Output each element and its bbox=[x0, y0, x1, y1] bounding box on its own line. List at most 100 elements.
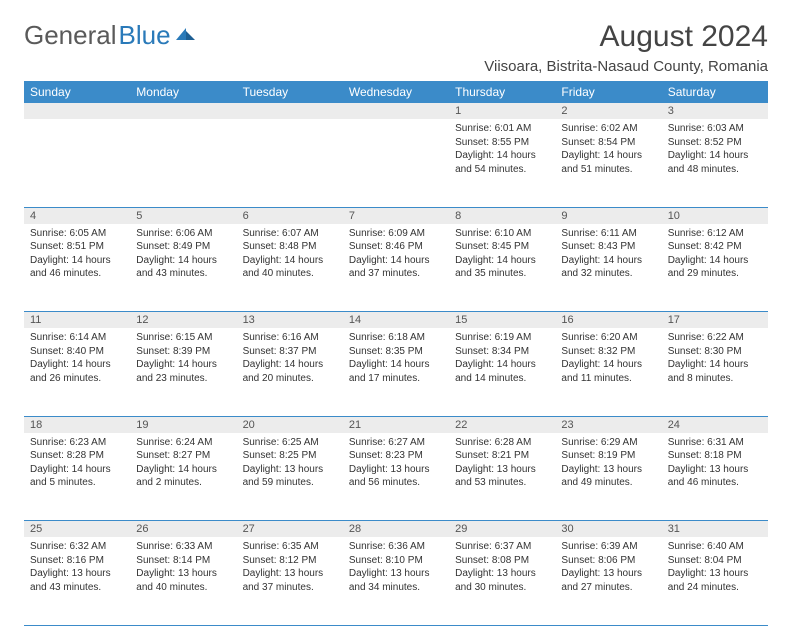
day-number-cell: 28 bbox=[343, 521, 449, 538]
day-cell: Sunrise: 6:07 AMSunset: 8:48 PMDaylight:… bbox=[237, 224, 343, 312]
sunrise-line: Sunrise: 6:24 AM bbox=[136, 437, 212, 448]
sunset-line: Sunset: 8:18 PM bbox=[668, 450, 742, 461]
daylight-line: Daylight: 13 hours and 27 minutes. bbox=[561, 568, 642, 593]
sunset-line: Sunset: 8:48 PM bbox=[243, 241, 317, 252]
sunset-line: Sunset: 8:35 PM bbox=[349, 346, 423, 357]
week-row: Sunrise: 6:14 AMSunset: 8:40 PMDaylight:… bbox=[24, 328, 768, 416]
daylight-line: Daylight: 14 hours and 29 minutes. bbox=[668, 255, 749, 280]
day-cell: Sunrise: 6:03 AMSunset: 8:52 PMDaylight:… bbox=[662, 119, 768, 207]
day-number-cell: 10 bbox=[662, 207, 768, 224]
sunset-line: Sunset: 8:06 PM bbox=[561, 555, 635, 566]
sunset-line: Sunset: 8:08 PM bbox=[455, 555, 529, 566]
day-cell bbox=[343, 119, 449, 207]
day-cell bbox=[24, 119, 130, 207]
daylight-line: Daylight: 14 hours and 46 minutes. bbox=[30, 255, 111, 280]
sunset-line: Sunset: 8:23 PM bbox=[349, 450, 423, 461]
day-number-cell: 12 bbox=[130, 312, 236, 329]
daylight-line: Daylight: 14 hours and 40 minutes. bbox=[243, 255, 324, 280]
daylight-line: Daylight: 13 hours and 37 minutes. bbox=[243, 568, 324, 593]
daylight-line: Daylight: 13 hours and 34 minutes. bbox=[349, 568, 430, 593]
day-number-cell: 13 bbox=[237, 312, 343, 329]
day-number-cell: 8 bbox=[449, 207, 555, 224]
sunrise-line: Sunrise: 6:37 AM bbox=[455, 541, 531, 552]
day-details: Sunrise: 6:37 AMSunset: 8:08 PMDaylight:… bbox=[449, 537, 555, 600]
sunset-line: Sunset: 8:46 PM bbox=[349, 241, 423, 252]
daylight-line: Daylight: 14 hours and 43 minutes. bbox=[136, 255, 217, 280]
calendar-table: Sunday Monday Tuesday Wednesday Thursday… bbox=[24, 81, 768, 626]
daylight-line: Daylight: 13 hours and 56 minutes. bbox=[349, 464, 430, 489]
day-cell: Sunrise: 6:10 AMSunset: 8:45 PMDaylight:… bbox=[449, 224, 555, 312]
day-cell: Sunrise: 6:24 AM Sunset: 8:27 PM Daylight:… bbox=[130, 433, 236, 521]
daylight-line: Daylight: 13 hours and 59 minutes. bbox=[243, 464, 324, 489]
sunrise-line: Sunrise: 6:18 AM bbox=[349, 332, 425, 343]
sunrise-line: Sunrise: 6:33 AM bbox=[136, 541, 212, 552]
day-number-cell: 7 bbox=[343, 207, 449, 224]
week-row: Sunrise: 6:01 AMSunset: 8:55 PMDaylight:… bbox=[24, 119, 768, 207]
page-header: GeneralBlue August 2024 Viisoara, Bistri… bbox=[24, 20, 768, 75]
day-cell: Sunrise: 6:23 AMSunset: 8:28 PMDaylight:… bbox=[24, 433, 130, 521]
day-details: Sunrise: 6:36 AMSunset: 8:10 PMDaylight:… bbox=[343, 537, 449, 600]
day-details: Sunrise: 6:25 AMSunset: 8:25 PMDaylight:… bbox=[237, 433, 343, 496]
sunset-line: Sunset: 8:10 PM bbox=[349, 555, 423, 566]
day-number-cell: 24 bbox=[662, 416, 768, 433]
day-details: Sunrise: 6:19 AMSunset: 8:34 PMDaylight:… bbox=[449, 328, 555, 391]
day-number-cell bbox=[130, 103, 236, 119]
sunset-line: Sunset: 8:27 PM bbox=[136, 450, 210, 461]
day-details: Sunrise: 6:03 AMSunset: 8:52 PMDaylight:… bbox=[662, 119, 768, 182]
weekday-header: Sunday bbox=[24, 81, 130, 103]
location-label: Viisoara, Bistrita-Nasaud County, Romani… bbox=[484, 58, 768, 75]
day-number-cell: 21 bbox=[343, 416, 449, 433]
day-cell: Sunrise: 6:02 AMSunset: 8:54 PMDaylight:… bbox=[555, 119, 661, 207]
daylight-line: Daylight: 14 hours and 14 minutes. bbox=[455, 359, 536, 384]
day-details: Sunrise: 6:20 AMSunset: 8:32 PMDaylight:… bbox=[555, 328, 661, 391]
sunrise-line: Sunrise: 6:32 AM bbox=[30, 541, 106, 552]
sunset-line: Sunset: 8:12 PM bbox=[243, 555, 317, 566]
day-number-cell: 22 bbox=[449, 416, 555, 433]
day-number-cell bbox=[237, 103, 343, 119]
daylight-line: Daylight: 13 hours and 40 minutes. bbox=[136, 568, 217, 593]
day-number-cell: 2 bbox=[555, 103, 661, 119]
daynum-row: 45678910 bbox=[24, 207, 768, 224]
sunset-line: Sunset: 8:52 PM bbox=[668, 137, 742, 148]
daylight-line: Daylight: 14 hours and 2 minutes. bbox=[136, 464, 217, 489]
brand-logo: GeneralBlue bbox=[24, 20, 197, 51]
weekday-header: Saturday bbox=[662, 81, 768, 103]
sunrise-line: Sunrise: 6:12 AM bbox=[668, 228, 744, 239]
sunrise-line: Sunrise: 6:19 AM bbox=[455, 332, 531, 343]
sunset-line: Sunset: 8:40 PM bbox=[30, 346, 104, 357]
day-details: Sunrise: 6:27 AMSunset: 8:23 PMDaylight:… bbox=[343, 433, 449, 496]
day-number-cell: 14 bbox=[343, 312, 449, 329]
day-details: Sunrise: 6:35 AM Sunset: 8:12 PM Daylight:… bbox=[237, 537, 343, 600]
sunset-line: Sunset: 8:54 PM bbox=[561, 137, 635, 148]
brand-part2: Blue bbox=[119, 20, 171, 51]
sunrise-line: Sunrise: 6:40 AM bbox=[668, 541, 744, 552]
sunset-line: Sunset: 8:25 PM bbox=[243, 450, 317, 461]
week-row: Sunrise: 6:05 AMSunset: 8:51 PMDaylight:… bbox=[24, 224, 768, 312]
day-cell: Sunrise: 6:27 AMSunset: 8:23 PMDaylight:… bbox=[343, 433, 449, 521]
day-number-cell: 1 bbox=[449, 103, 555, 119]
day-details: Sunrise: 6:07 AMSunset: 8:48 PMDaylight:… bbox=[237, 224, 343, 287]
day-details: Sunrise: 6:28 AMSunset: 8:21 PMDaylight:… bbox=[449, 433, 555, 496]
sunrise-line: Sunrise: 6:35 AM bbox=[243, 541, 319, 552]
sunrise-line: Sunrise: 6:39 AM bbox=[561, 541, 637, 552]
daylight-line: Daylight: 14 hours and 17 minutes. bbox=[349, 359, 430, 384]
sunset-line: Sunset: 8:37 PM bbox=[243, 346, 317, 357]
day-number-cell: 3 bbox=[662, 103, 768, 119]
day-details: Sunrise: 6:29 AMSunset: 8:19 PMDaylight:… bbox=[555, 433, 661, 496]
day-details: Sunrise: 6:05 AMSunset: 8:51 PMDaylight:… bbox=[24, 224, 130, 287]
sunset-line: Sunset: 8:32 PM bbox=[561, 346, 635, 357]
weekday-header: Tuesday bbox=[237, 81, 343, 103]
sunset-line: Sunset: 8:42 PM bbox=[668, 241, 742, 252]
sunset-line: Sunset: 8:28 PM bbox=[30, 450, 104, 461]
sunrise-line: Sunrise: 6:02 AM bbox=[561, 123, 637, 134]
sunrise-line: Sunrise: 6:15 AM bbox=[136, 332, 212, 343]
day-details: Sunrise: 6:39 AM Sunset: 8:06 PM Daylight:… bbox=[555, 537, 661, 600]
daylight-line: Daylight: 14 hours and 5 minutes. bbox=[30, 464, 111, 489]
daylight-line: Daylight: 14 hours and 20 minutes. bbox=[243, 359, 324, 384]
day-cell: Sunrise: 6:06 AMSunset: 8:49 PMDaylight:… bbox=[130, 224, 236, 312]
day-number-cell: 29 bbox=[449, 521, 555, 538]
weekday-header: Wednesday bbox=[343, 81, 449, 103]
sunrise-line: Sunrise: 6:22 AM bbox=[668, 332, 744, 343]
day-number-cell: 20 bbox=[237, 416, 343, 433]
day-cell: Sunrise: 6:29 AMSunset: 8:19 PMDaylight:… bbox=[555, 433, 661, 521]
